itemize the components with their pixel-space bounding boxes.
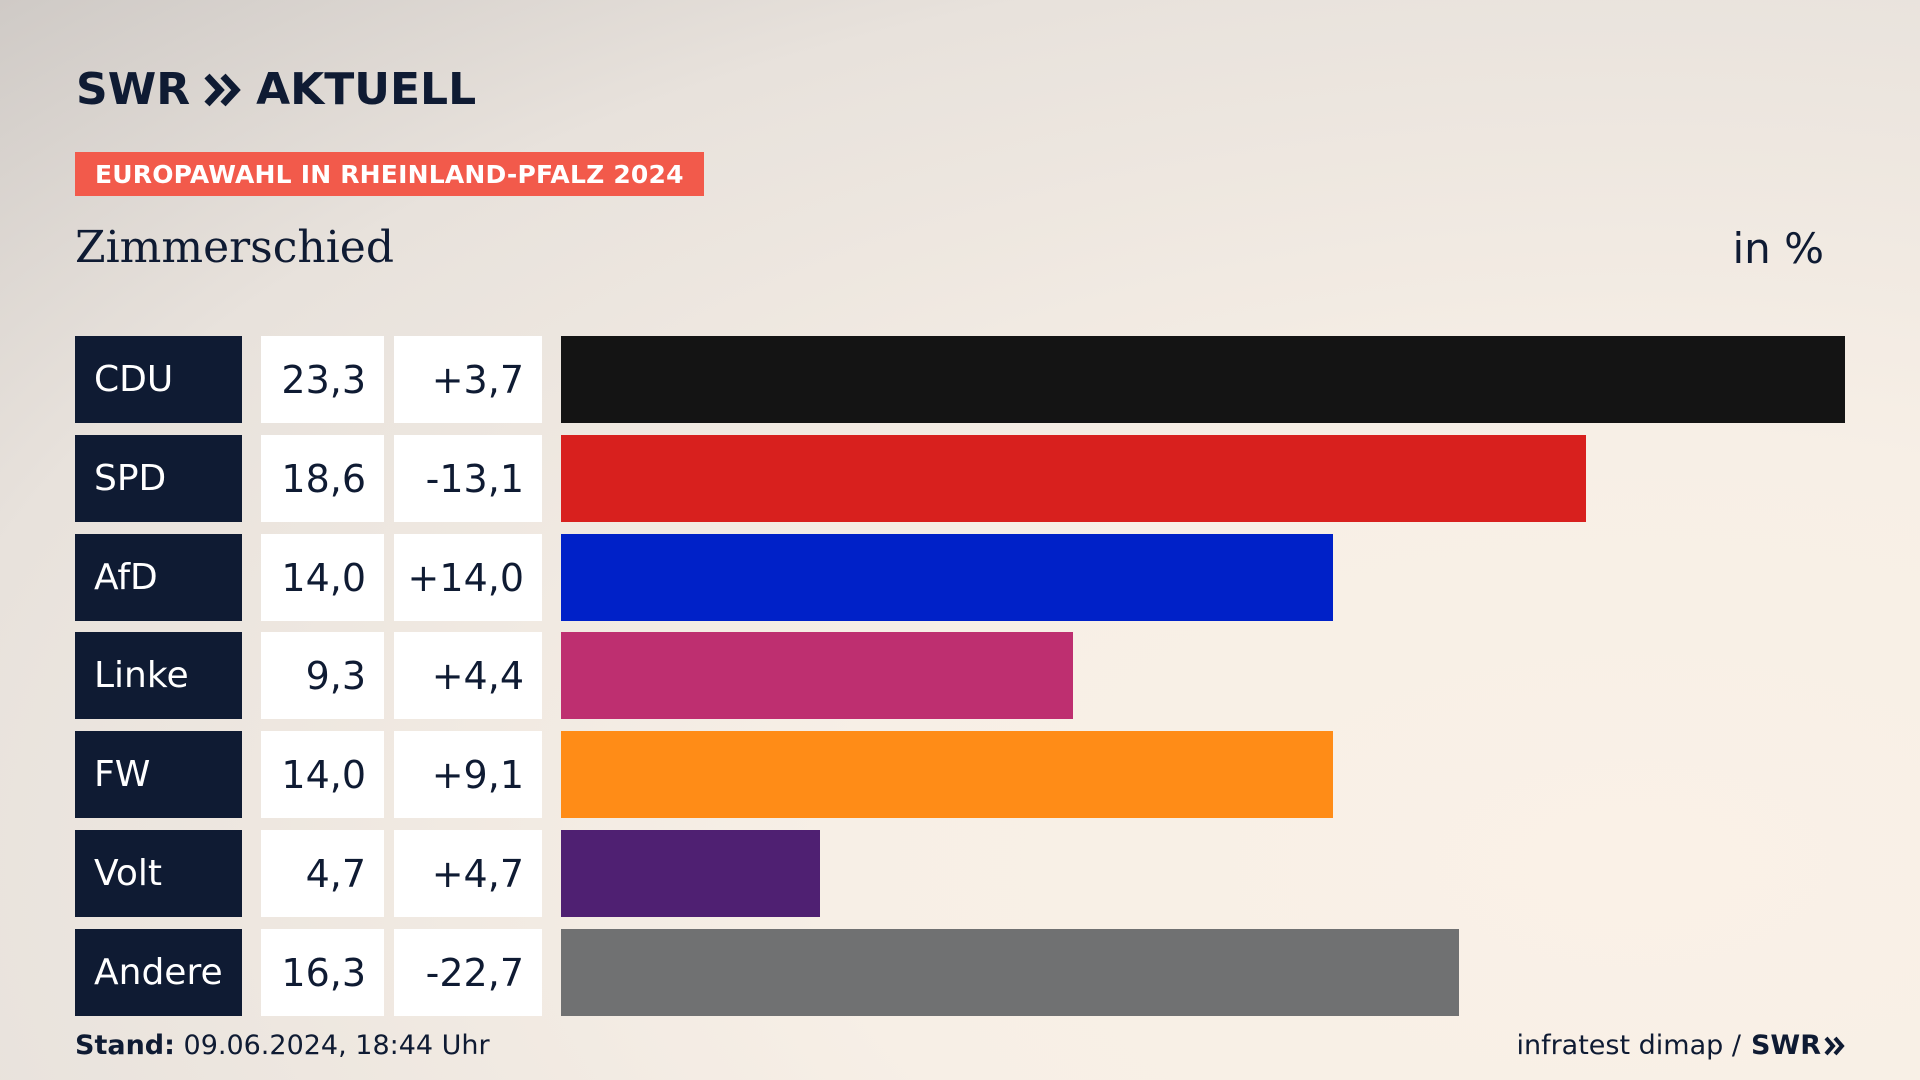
vote-share-label: 14,0	[261, 534, 384, 621]
change-label: -22,7	[394, 929, 542, 1016]
result-bar	[561, 830, 820, 917]
bar-track	[561, 929, 1845, 1016]
vote-share-label: 23,3	[261, 336, 384, 423]
result-bar	[561, 534, 1333, 621]
vote-share-label: 18,6	[261, 435, 384, 522]
vote-share-label: 4,7	[261, 830, 384, 917]
party-label: Volt	[75, 830, 242, 917]
party-label: AfD	[75, 534, 242, 621]
unit-label: in %	[1732, 224, 1824, 273]
change-label: +9,1	[394, 731, 542, 818]
result-row: AfD 14,0 +14,0	[75, 534, 1845, 621]
change-label: +14,0	[394, 534, 542, 621]
result-row: Linke 9,3 +4,4	[75, 632, 1845, 719]
bar-track	[561, 632, 1845, 719]
result-row: CDU 23,3 +3,7	[75, 336, 1845, 423]
result-bar	[561, 336, 1845, 423]
vote-share-label: 16,3	[261, 929, 384, 1016]
result-bar	[561, 731, 1333, 818]
result-row: Andere 16,3 -22,7	[75, 929, 1845, 1016]
source-brand-name: SWR	[1750, 1030, 1821, 1061]
result-bar	[561, 929, 1459, 1016]
result-row: Volt 4,7 +4,7	[75, 830, 1845, 917]
change-label: +4,4	[394, 632, 542, 719]
result-row: SPD 18,6 -13,1	[75, 435, 1845, 522]
change-label: +4,7	[394, 830, 542, 917]
party-label: Linke	[75, 632, 242, 719]
source-text: infratest dimap /	[1516, 1030, 1741, 1061]
stand-label: Stand:	[75, 1030, 175, 1061]
vote-share-label: 14,0	[261, 731, 384, 818]
result-row: FW 14,0 +9,1	[75, 731, 1845, 818]
double-chevron-small-icon	[1824, 1036, 1845, 1055]
bar-track	[561, 336, 1845, 423]
party-label: SPD	[75, 435, 242, 522]
double-chevron-icon	[204, 73, 242, 107]
brand-logo: SWR AKTUELL	[76, 66, 476, 114]
party-label: FW	[75, 731, 242, 818]
brand-product: AKTUELL	[256, 64, 477, 115]
result-bar	[561, 632, 1073, 719]
bar-track	[561, 830, 1845, 917]
bar-track	[561, 435, 1845, 522]
party-label: CDU	[75, 336, 242, 423]
bar-track	[561, 534, 1845, 621]
bar-track	[561, 731, 1845, 818]
change-label: +3,7	[394, 336, 542, 423]
stand-value: 09.06.2024, 18:44 Uhr	[183, 1030, 490, 1061]
vote-share-label: 9,3	[261, 632, 384, 719]
result-bar	[561, 435, 1586, 522]
page-title: Zimmerschied	[75, 222, 394, 273]
election-tag: EUROPAWAHL IN RHEINLAND-PFALZ 2024	[75, 152, 704, 196]
source-credit: infratest dimap / SWR	[1516, 1030, 1846, 1061]
source-brand-logo: SWR	[1751, 1030, 1846, 1061]
brand-name: SWR	[76, 64, 191, 115]
change-label: -13,1	[394, 435, 542, 522]
party-label: Andere	[75, 929, 242, 1016]
timestamp: Stand: 09.06.2024, 18:44 Uhr	[75, 1030, 490, 1061]
